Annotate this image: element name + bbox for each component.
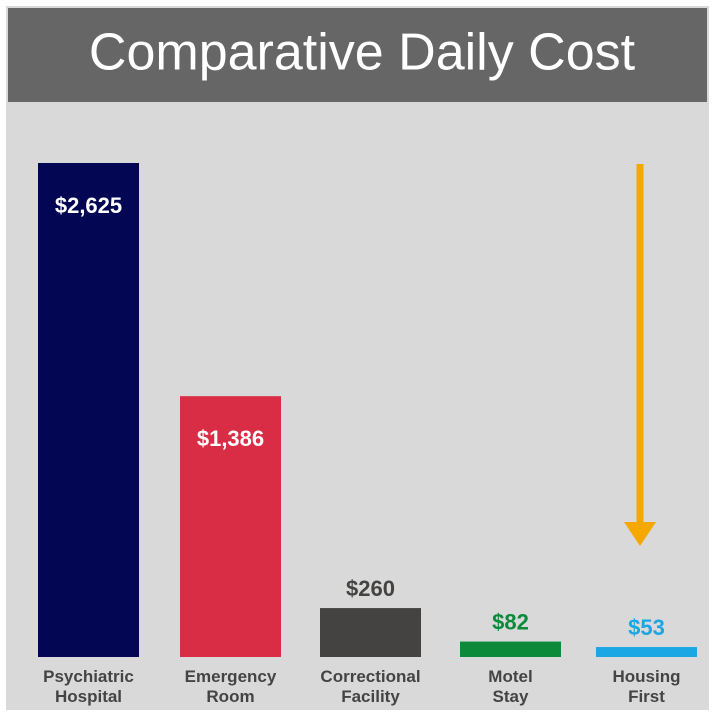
- value-label: $82: [492, 609, 529, 634]
- value-label: $2,625: [55, 193, 122, 218]
- x-tick-label: Motel Stay: [488, 667, 532, 706]
- chart-title: Comparative Daily Cost: [89, 24, 636, 82]
- arrow: [624, 164, 656, 546]
- bar: [320, 608, 421, 657]
- bar: [180, 396, 281, 657]
- x-tick-label: Correctional Facility: [320, 667, 420, 706]
- value-label: $1,386: [197, 426, 264, 451]
- value-label: $53: [628, 615, 665, 640]
- bar: [460, 641, 561, 657]
- bar: [596, 647, 697, 657]
- x-tick-label: Emergency Room: [185, 667, 277, 706]
- title-band: [8, 8, 707, 102]
- bar: [38, 163, 139, 657]
- x-tick-label: Housing First: [613, 667, 681, 706]
- value-label: $260: [346, 576, 395, 601]
- x-tick-label: Psychiatric Hospital: [43, 667, 134, 706]
